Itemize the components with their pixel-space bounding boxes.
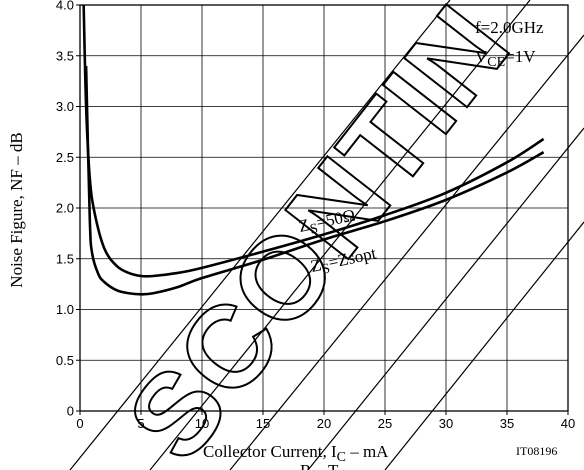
- y-axis-label: Noise Figure, NF – dB: [7, 132, 26, 287]
- x-axis-label-main: Collector Current, I: [203, 442, 337, 461]
- series-line-0: [82, 4, 545, 278]
- y-tick-label: 1.0: [56, 302, 74, 317]
- x-tick-label: 30: [439, 416, 453, 431]
- watermark-text: SCONTIN: [102, 0, 534, 470]
- x-axis-label-tail: – mA: [346, 442, 389, 461]
- zsopt-sub: S: [321, 261, 332, 277]
- x-tick-label: 10: [195, 416, 209, 431]
- series-layer: [82, 4, 545, 296]
- x-tick-label: 25: [378, 416, 392, 431]
- x-tick-label: 20: [317, 416, 331, 431]
- y-tick-label: 3.0: [56, 99, 74, 114]
- frequency-annotation: f=2.0GHz: [475, 18, 544, 37]
- x-tick-label: 0: [76, 416, 83, 431]
- zs50-main: Z: [297, 215, 311, 236]
- y-tick-label: 4.0: [56, 0, 74, 13]
- zs50-sub: S: [309, 221, 320, 237]
- y-tick-label: 2.5: [56, 150, 74, 165]
- x-tick-label: 35: [500, 416, 514, 431]
- x-tick-label: 5: [137, 416, 144, 431]
- bottom-partial-text: R... T...: [300, 461, 350, 470]
- vce-tail: =1V: [505, 47, 536, 66]
- vce-annotation: VCE=1V: [475, 47, 536, 70]
- y-tick-label: 3.5: [56, 48, 74, 63]
- x-tick-label: 15: [256, 416, 270, 431]
- y-tick-label: 0: [67, 404, 74, 419]
- x-tick-labels: 0 5 10 15 20 25 30 35 40: [76, 416, 575, 431]
- figure-code: IT08196: [516, 444, 557, 458]
- vce-sub: CE: [487, 55, 505, 70]
- vce-main: V: [475, 47, 488, 66]
- x-axis-label: Collector Current, IC – mA: [203, 442, 389, 465]
- y-tick-label: 0.5: [56, 353, 74, 368]
- x-tick-label: 40: [561, 416, 575, 431]
- y-tick-label: 2.0: [56, 201, 74, 216]
- y-tick-labels: 0 0.5 1.0 1.5 2.0 2.5 3.0 3.5 4.0: [56, 0, 74, 419]
- tick-marks: [76, 4, 569, 415]
- y-tick-label: 1.5: [56, 251, 74, 266]
- grid: [80, 5, 568, 411]
- x-axis-label-sub: C: [337, 450, 346, 465]
- series-line-1: [84, 65, 545, 296]
